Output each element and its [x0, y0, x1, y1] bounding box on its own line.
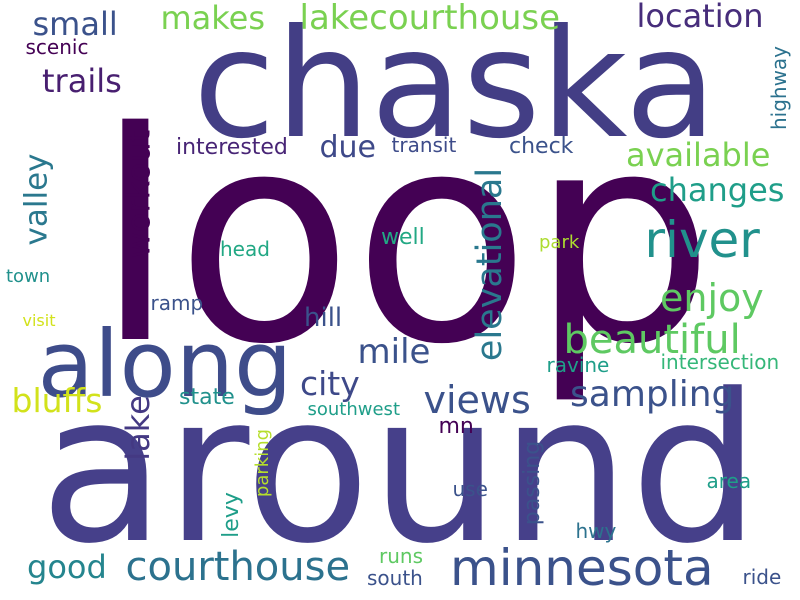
word-transit: transit — [391, 133, 457, 157]
word-head: head — [220, 237, 270, 261]
word-location: location — [636, 0, 764, 35]
word-due: due — [319, 130, 377, 165]
word-town: town — [6, 266, 51, 287]
word-views: views — [423, 378, 531, 422]
word-beautiful: beautiful — [563, 317, 741, 363]
word-passing: passing — [520, 440, 546, 526]
word-available: available — [626, 136, 771, 174]
word-hill: hill — [304, 303, 343, 333]
word-state: state — [179, 385, 235, 410]
word-well: well — [381, 225, 425, 250]
word-workout: workout — [118, 129, 157, 259]
word-small: small — [32, 5, 118, 43]
word-mn: mn — [438, 414, 474, 439]
word-ravine: ravine — [546, 353, 610, 377]
word-elevational: elevational — [469, 167, 510, 361]
word-area: area — [706, 469, 752, 493]
word-trails: trails — [42, 62, 122, 100]
word-makes: makes — [160, 0, 266, 37]
word-sampling: sampling — [570, 374, 735, 415]
word-south: south — [367, 566, 423, 590]
word-bluffs: bluffs — [11, 380, 103, 420]
word-changes: changes — [650, 171, 785, 209]
word-minnesota: minnesota — [450, 539, 714, 597]
word-ramp: ramp — [150, 291, 204, 315]
word-use: use — [452, 477, 488, 501]
word-enjoy: enjoy — [660, 276, 764, 320]
word-along: along — [37, 311, 293, 418]
word-levy: levy — [218, 492, 244, 538]
word-loop: loop — [95, 71, 715, 408]
word-park: park — [539, 232, 580, 253]
word-parking: parking — [252, 428, 274, 498]
word-courthouse: courthouse — [125, 544, 351, 590]
word-good: good — [27, 548, 107, 586]
word-lakecourthouse: lakecourthouse — [299, 0, 561, 38]
word-mile: mile — [357, 332, 431, 372]
word-chaska: chaska — [193, 0, 717, 172]
word-visit: visit — [22, 311, 56, 330]
word-city: city — [300, 363, 360, 403]
word-valley: valley — [18, 153, 55, 245]
word-ride: ride — [742, 565, 782, 589]
word-interested: interested — [176, 135, 288, 160]
word-scenic: scenic — [25, 35, 89, 59]
word-lake: lake — [118, 395, 157, 461]
word-around: around — [39, 350, 761, 589]
word-runs: runs — [379, 544, 423, 568]
word-river: river — [644, 211, 760, 269]
word-intersection: intersection — [660, 350, 780, 374]
word-southwest: southwest — [307, 399, 401, 420]
word-highway: highway — [767, 45, 792, 131]
word-hwy: hwy — [575, 519, 617, 543]
word-check: check — [509, 134, 574, 159]
